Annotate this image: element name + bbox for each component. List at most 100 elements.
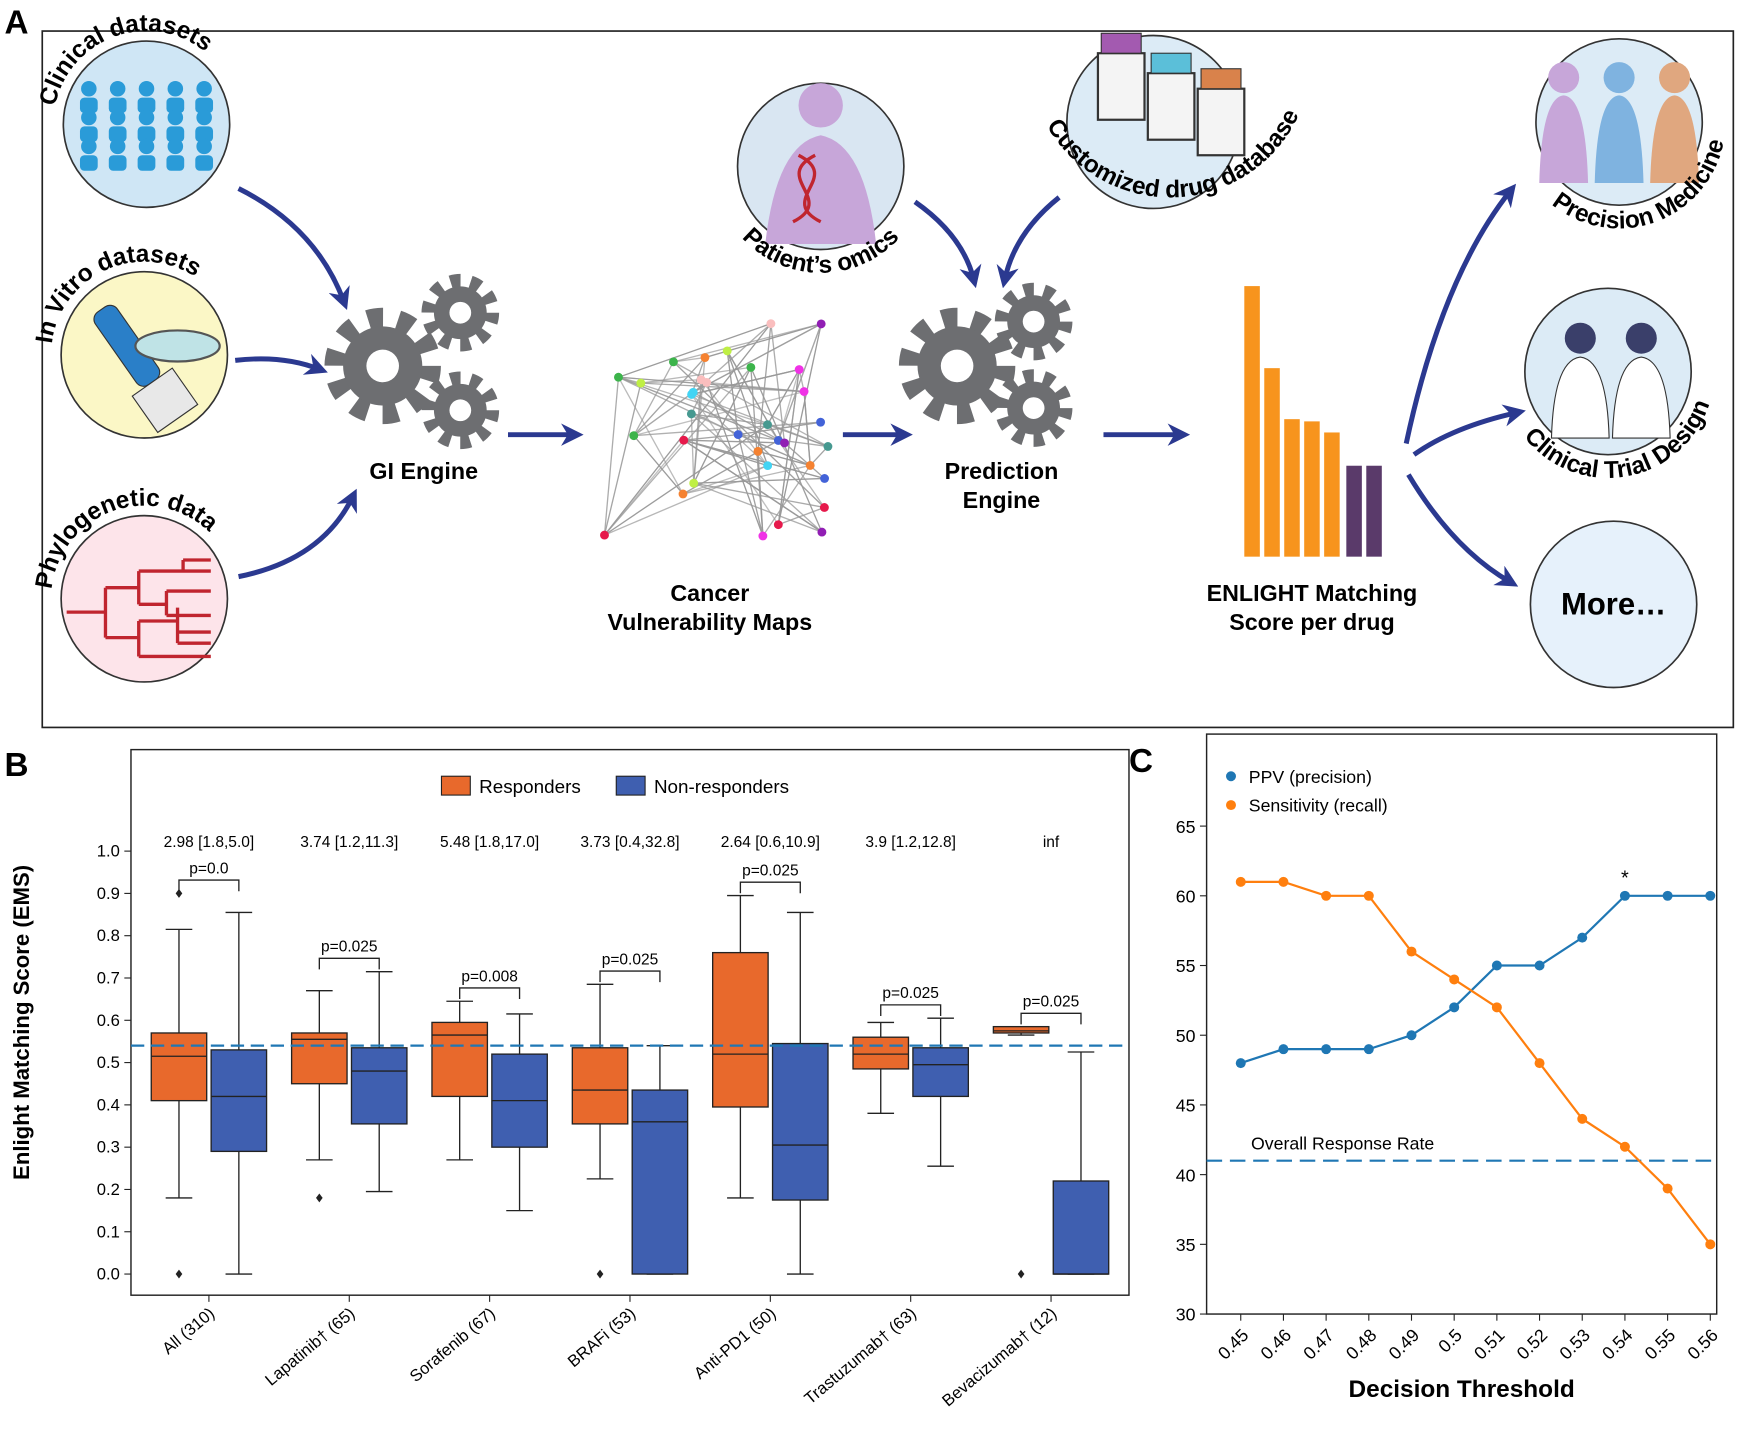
- person-icon: [167, 138, 184, 155]
- network-edge: [603, 377, 620, 536]
- y-tick-label: 55: [1176, 956, 1196, 976]
- network-edge: [693, 482, 823, 533]
- whisker-low: [786, 1200, 814, 1275]
- point: [1449, 1002, 1460, 1013]
- person-icon: [138, 80, 155, 97]
- y-tick-label: 0.0: [97, 1265, 120, 1284]
- gear-hole: [449, 301, 472, 324]
- network-node: [819, 503, 829, 512]
- point: [1278, 876, 1289, 887]
- annotation: 2.64 [0.6,10.9]: [721, 834, 820, 851]
- node-label: Engine: [963, 487, 1041, 513]
- y-tick-label: 0.5: [97, 1053, 120, 1072]
- box: [852, 1036, 910, 1070]
- y-tick-label: 0.8: [97, 926, 120, 945]
- box: [992, 1025, 1050, 1034]
- person-icon: [79, 97, 98, 114]
- network-edge: [726, 350, 769, 466]
- person-icon: [138, 138, 155, 155]
- y-tick-label: 0.3: [97, 1138, 120, 1157]
- person-icon: [137, 97, 156, 114]
- y-tick-label: 65: [1176, 817, 1196, 837]
- box: [571, 1047, 629, 1125]
- point: [1406, 1030, 1417, 1041]
- bottle-cap: [1100, 32, 1142, 54]
- bottle-icon: [1196, 87, 1246, 157]
- network-node: [763, 461, 773, 471]
- outlier: [175, 888, 183, 898]
- arrow: [996, 195, 1061, 289]
- x-tick-label: Anti-PD1 (50): [690, 1304, 779, 1383]
- network-edge: [640, 379, 702, 384]
- node-label: Cancer: [670, 580, 749, 606]
- network-edge: [633, 390, 805, 437]
- gear-hole: [449, 399, 472, 422]
- x-tick-label: 0.47: [1299, 1325, 1338, 1364]
- network-node: [805, 460, 815, 470]
- panel-frame: [41, 30, 1735, 729]
- network-edge: [604, 465, 768, 536]
- pipette-icon: [93, 304, 199, 434]
- panel-label: B: [5, 747, 29, 784]
- network-edge: [682, 464, 811, 495]
- network-node: [733, 430, 743, 440]
- plot-frame: [130, 748, 1130, 1296]
- gear: [994, 282, 1073, 361]
- person-icon: [1659, 62, 1691, 94]
- p-value: p=0.025: [882, 985, 939, 1002]
- panel-label: C: [1129, 743, 1153, 780]
- y-tick-label: 35: [1176, 1235, 1196, 1255]
- legend-label: Sensitivity (recall): [1249, 796, 1388, 816]
- p-value: p=0.025: [321, 939, 378, 956]
- point: [1619, 1141, 1630, 1152]
- box: [210, 1049, 268, 1153]
- node-label: Prediction: [945, 458, 1059, 484]
- x-tick-label: 0.49: [1385, 1325, 1424, 1364]
- person-icon: [166, 126, 185, 142]
- outlier: [175, 1269, 183, 1279]
- network-edge: [633, 391, 694, 437]
- point: [1235, 876, 1246, 887]
- gear: [994, 369, 1073, 447]
- network-node: [636, 378, 646, 388]
- y-tick-label: 50: [1176, 1026, 1196, 1046]
- x-tick-label: Trastuzumab† (63): [801, 1304, 920, 1408]
- whisker-high: [927, 1017, 954, 1048]
- head-icon: [798, 83, 843, 128]
- whisker-high: [586, 983, 614, 1048]
- whisker-low: [365, 1123, 393, 1193]
- annotation: 3.74 [1.2,11.3]: [300, 834, 398, 851]
- bracket: [880, 1004, 942, 1016]
- network-node: [816, 319, 826, 329]
- person-icon: [108, 97, 127, 114]
- box: [150, 1032, 208, 1102]
- whisker-high: [225, 911, 253, 1050]
- network-edge: [770, 323, 786, 443]
- whisker-low: [306, 1083, 333, 1161]
- node-label: GI Engine: [369, 458, 478, 484]
- network-edge: [690, 382, 708, 415]
- whisker-high: [306, 990, 333, 1033]
- point: [1662, 890, 1673, 901]
- arrow: [1406, 473, 1519, 587]
- arrow: [234, 353, 328, 375]
- person-icon: [195, 155, 214, 171]
- x-tick-label: 0.5: [1434, 1325, 1466, 1357]
- person-icon: [81, 138, 97, 155]
- network-node: [823, 442, 833, 451]
- network-node: [820, 474, 830, 483]
- person-icon: [166, 97, 185, 114]
- series-line: [1240, 894, 1711, 1065]
- network-edge: [706, 381, 805, 393]
- network-node: [700, 353, 710, 362]
- node-label: ENLIGHT Matching: [1207, 580, 1418, 606]
- network-node: [678, 489, 688, 499]
- plot-frame: [1205, 733, 1718, 1315]
- annotation: 2.98 [1.8,5.0]: [164, 834, 255, 851]
- arrow: [913, 199, 982, 289]
- network-edge: [673, 356, 706, 363]
- annotation: 5.48 [1.8,17.0]: [440, 834, 539, 851]
- x-tick-label: 0.55: [1641, 1325, 1680, 1364]
- network-edge: [617, 376, 684, 495]
- annotation: inf: [1043, 834, 1060, 851]
